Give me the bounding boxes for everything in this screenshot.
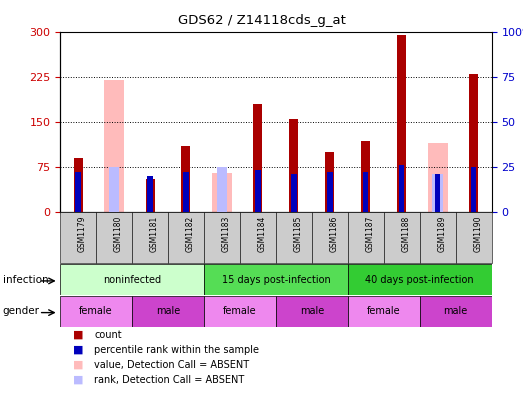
Text: percentile rank within the sample: percentile rank within the sample [94, 345, 259, 355]
Bar [384, 212, 419, 263]
Bar [254, 104, 263, 212]
Bar [289, 119, 298, 212]
Text: female: female [223, 306, 257, 316]
Text: count: count [94, 329, 122, 340]
Text: infection: infection [3, 274, 48, 285]
Text: ■: ■ [73, 345, 84, 355]
Bar [471, 167, 476, 212]
Text: GDS62 / Z14118cds_g_at: GDS62 / Z14118cds_g_at [178, 14, 345, 27]
Bar [145, 179, 154, 212]
Bar [419, 212, 456, 263]
Text: GSM1186: GSM1186 [330, 216, 339, 252]
Bar [255, 170, 260, 212]
Text: GSM1180: GSM1180 [114, 216, 123, 252]
Bar [276, 296, 348, 327]
Text: GSM1182: GSM1182 [186, 216, 195, 252]
Bar [132, 296, 204, 327]
Text: GSM1183: GSM1183 [222, 216, 231, 252]
Bar [363, 172, 369, 212]
Bar [74, 158, 83, 212]
Text: male: male [156, 306, 180, 316]
Text: male: male [444, 306, 468, 316]
Bar [325, 152, 334, 212]
Bar [60, 264, 204, 295]
Text: GSM1179: GSM1179 [78, 216, 87, 253]
Bar [433, 174, 443, 212]
Text: GSM1181: GSM1181 [150, 216, 159, 252]
Bar [348, 212, 384, 263]
Text: value, Detection Call = ABSENT: value, Detection Call = ABSENT [94, 360, 249, 370]
Bar [276, 212, 312, 263]
Bar [435, 174, 440, 212]
Bar [312, 212, 348, 263]
Text: GSM1184: GSM1184 [258, 216, 267, 252]
Text: female: female [79, 306, 113, 316]
Bar [60, 212, 96, 263]
Text: rank, Detection Call = ABSENT: rank, Detection Call = ABSENT [94, 375, 244, 385]
Bar [183, 172, 189, 212]
Bar [132, 212, 168, 263]
Bar [96, 212, 132, 263]
Bar [397, 35, 406, 212]
Bar [240, 212, 276, 263]
Bar [147, 176, 153, 212]
Bar [419, 296, 492, 327]
Text: 40 days post-infection: 40 days post-infection [366, 274, 474, 285]
Bar [399, 165, 404, 212]
Bar [104, 80, 124, 212]
Text: noninfected: noninfected [103, 274, 161, 285]
Text: ■: ■ [73, 329, 84, 340]
Bar [361, 141, 370, 212]
Bar [327, 172, 333, 212]
Bar [469, 74, 478, 212]
Text: GSM1187: GSM1187 [366, 216, 375, 252]
Text: GSM1190: GSM1190 [474, 216, 483, 253]
Text: GSM1185: GSM1185 [294, 216, 303, 252]
Text: ■: ■ [73, 375, 84, 385]
Bar [168, 212, 204, 263]
Bar [204, 264, 348, 295]
Text: male: male [300, 306, 324, 316]
Text: gender: gender [3, 306, 40, 316]
Bar [428, 143, 448, 212]
Bar [181, 146, 190, 212]
Bar [204, 212, 240, 263]
Text: 15 days post-infection: 15 days post-infection [222, 274, 330, 285]
Bar [109, 167, 119, 212]
Text: female: female [367, 306, 401, 316]
Bar [456, 212, 492, 263]
Bar [348, 264, 492, 295]
Bar [75, 172, 81, 212]
Bar [291, 174, 297, 212]
Bar [60, 296, 132, 327]
Text: GSM1188: GSM1188 [402, 216, 411, 252]
Bar [348, 296, 419, 327]
Text: ■: ■ [73, 360, 84, 370]
Bar [212, 173, 232, 212]
Bar [204, 296, 276, 327]
Bar [217, 167, 228, 212]
Text: GSM1189: GSM1189 [438, 216, 447, 252]
